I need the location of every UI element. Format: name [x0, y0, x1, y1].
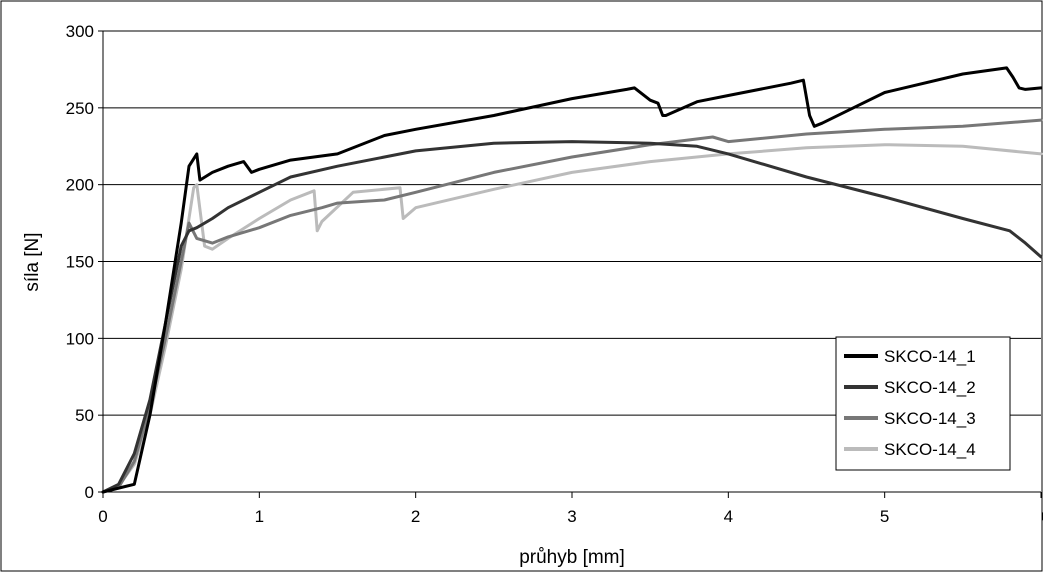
series-line-3	[101, 118, 1043, 494]
x-tick-label-2: 2	[411, 507, 420, 526]
y-tick-label-5: 250	[66, 99, 94, 118]
y-tick-label-6: 300	[66, 22, 94, 41]
series-line-4	[101, 143, 1043, 494]
legend: SKCO-14_1 SKCO-14_2 SKCO-14_3 SKCO-14_4	[835, 336, 1011, 471]
axes	[98, 30, 1042, 498]
y-tick-label-4: 200	[66, 176, 94, 195]
x-axis-label: průhyb [mm]	[519, 547, 625, 568]
legend-label-1: SKCO-14_1	[884, 347, 976, 366]
series-line-1	[101, 66, 1043, 494]
y-tick-label-0: 0	[85, 483, 94, 502]
y-tick-label-2: 100	[66, 329, 94, 348]
y-tick-label-3: 150	[66, 253, 94, 272]
x-tick-label-3: 3	[567, 507, 576, 526]
legend-label-4: SKCO-14_4	[884, 440, 976, 459]
y-tick-labels: 0 50 100 150 200 250 300	[66, 22, 94, 502]
x-tick-label-5: 5	[880, 507, 889, 526]
legend-label-2: SKCO-14_2	[884, 378, 976, 397]
y-tick-label-1: 50	[75, 406, 94, 425]
x-tick-label-0: 0	[98, 507, 107, 526]
legend-label-3: SKCO-14_3	[884, 409, 976, 428]
x-tick-labels: 0 1 2 3 4 5 6	[98, 507, 1043, 526]
series-layer	[101, 66, 1043, 494]
x-tick-label-6: 6	[1041, 507, 1043, 526]
x-tick-label-1: 1	[255, 507, 264, 526]
y-axis-label: síla [N]	[22, 232, 43, 291]
x-tick-label-4: 4	[724, 507, 733, 526]
